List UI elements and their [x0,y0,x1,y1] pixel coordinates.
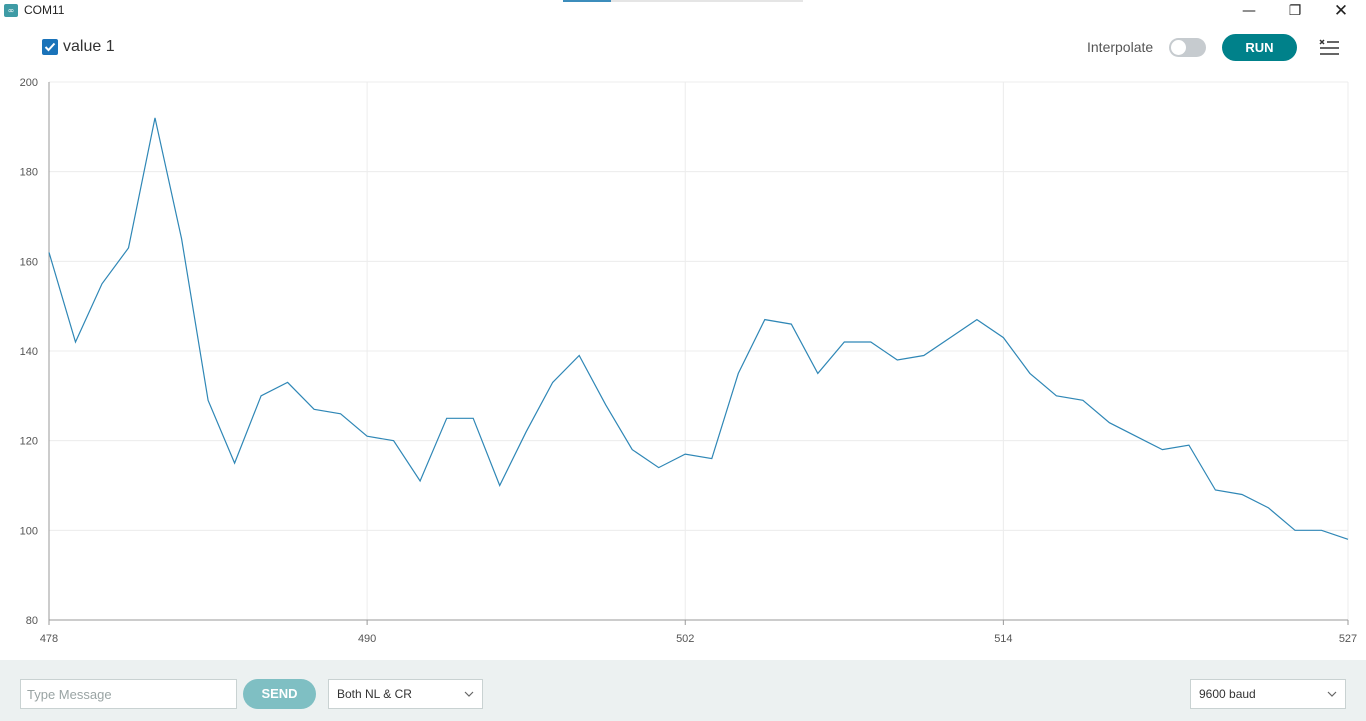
series-legend: value 1 [42,38,115,56]
baud-rate-value: 9600 baud [1199,687,1256,701]
y-tick-label: 140 [20,346,38,358]
y-tick-label: 80 [26,615,38,627]
y-tick-label: 180 [20,167,38,179]
window-title: COM11 [24,3,65,17]
clear-list-icon[interactable] [1318,38,1340,56]
interpolate-toggle[interactable] [1169,38,1206,57]
chevron-down-icon [1327,691,1337,697]
send-button[interactable]: SEND [243,679,316,709]
chevron-down-icon [464,691,474,697]
x-tick-label: 502 [676,633,694,645]
checkmark-icon [44,42,56,52]
minimize-button[interactable]: — [1242,3,1256,19]
loading-indicator [563,0,803,2]
series-label: value 1 [63,38,115,55]
x-tick-label: 478 [40,633,58,645]
x-tick-label: 490 [358,633,376,645]
x-tick-label: 527 [1339,633,1357,645]
y-tick-label: 200 [20,77,38,89]
y-tick-label: 100 [20,525,38,537]
title-bar: ∞ COM11 — ❐ ✕ [0,0,1366,22]
line-ending-select[interactable]: Both NL & CR [328,679,483,709]
baud-rate-select[interactable]: 9600 baud [1190,679,1346,709]
y-tick-label: 160 [20,256,38,268]
restore-button[interactable]: ❐ [1288,3,1302,19]
line-ending-value: Both NL & CR [337,687,412,701]
message-input[interactable] [20,679,237,709]
series-checkbox[interactable] [42,39,58,55]
run-button[interactable]: RUN [1222,34,1297,61]
x-tick-label: 514 [994,633,1012,645]
y-tick-label: 120 [20,436,38,448]
close-button[interactable]: ✕ [1333,1,1349,21]
interpolate-label: Interpolate [1087,39,1154,55]
arduino-infinity-icon: ∞ [4,4,18,17]
series-line-value-1 [48,117,1349,540]
